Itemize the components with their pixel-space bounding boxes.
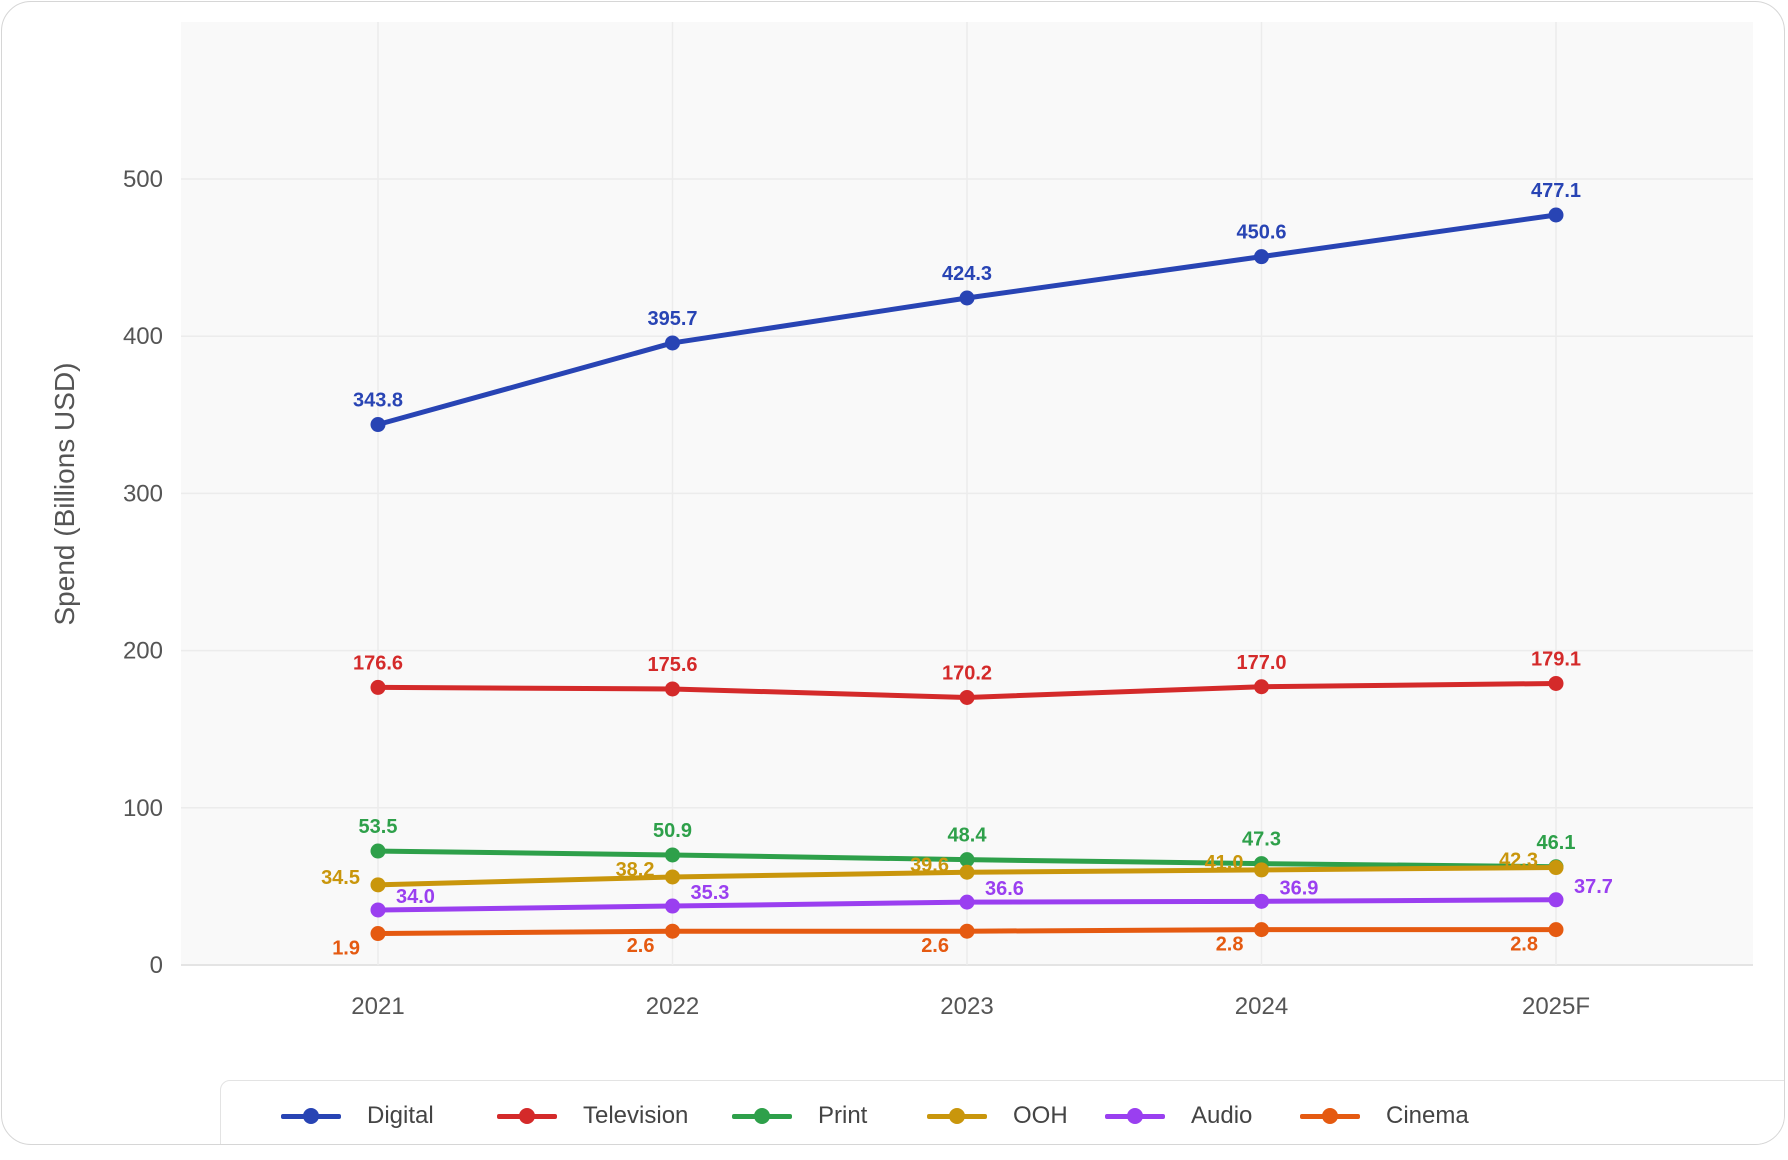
x-tick-label-2025f: 2025F [1522, 993, 1590, 1020]
data-point-ooh-2024 [1254, 862, 1269, 878]
legend: Digital Television Print OOH Audio Cinema [220, 1080, 1784, 1144]
data-label-audio-2021: 34.0 [396, 886, 435, 908]
data-point-television-2021 [370, 679, 386, 695]
data-label-digital-2024: 450.6 [1236, 222, 1286, 244]
legend-marker-audio [1127, 1108, 1143, 1124]
data-label-print-2023: 48.4 [948, 825, 988, 847]
legend-label-audio: Audio [1191, 1102, 1253, 1129]
data-label-cinema-2024: 2.8 [1216, 934, 1244, 956]
y-axis-title: Spend (Billions USD) [49, 363, 80, 626]
legend-item-digital[interactable]: Digital [281, 1101, 434, 1131]
data-label-print-2024: 47.3 [1242, 829, 1281, 851]
data-label-ooh-2025f: 42.3 [1499, 850, 1538, 872]
legend-item-television[interactable]: Television [497, 1101, 688, 1131]
x-tick-label-2021: 2021 [351, 993, 404, 1020]
x-tick-label-2024: 2024 [1235, 993, 1288, 1020]
data-label-print-2021: 53.5 [359, 816, 398, 838]
data-label-print-2022: 50.9 [653, 820, 692, 842]
legend-swatch-digital [281, 1101, 341, 1131]
legend-item-audio[interactable]: Audio [1105, 1101, 1252, 1131]
data-point-television-2025f [1548, 675, 1564, 691]
data-label-ooh-2024: 41.0 [1205, 852, 1244, 874]
legend-marker-digital [303, 1108, 319, 1124]
data-point-digital-2023 [959, 290, 975, 306]
data-point-television-2022 [665, 681, 680, 697]
data-point-digital-2025f [1548, 207, 1564, 223]
data-label-cinema-2021: 1.9 [332, 938, 360, 960]
y-tick-label-400: 400 [123, 323, 163, 350]
data-label-audio-2025f: 37.7 [1574, 876, 1613, 898]
legend-marker-cinema [1322, 1108, 1338, 1124]
data-point-audio-2022 [665, 898, 680, 914]
data-point-audio-2021 [370, 902, 386, 918]
legend-marker-television [519, 1108, 535, 1124]
data-point-digital-2021 [370, 417, 386, 433]
data-point-print-2022 [665, 847, 680, 863]
legend-swatch-print [732, 1101, 792, 1131]
legend-marker-ooh [949, 1108, 965, 1124]
legend-label-cinema: Cinema [1386, 1102, 1469, 1129]
data-point-audio-2024 [1254, 893, 1269, 909]
x-tick-label-2023: 2023 [940, 993, 993, 1020]
legend-swatch-cinema [1300, 1101, 1360, 1131]
data-label-print-2025f: 46.1 [1537, 832, 1576, 854]
data-label-television-2025f: 179.1 [1531, 648, 1581, 670]
legend-marker-print [754, 1108, 770, 1124]
data-point-cinema-2022 [665, 923, 680, 939]
data-point-television-2024 [1254, 679, 1269, 695]
data-label-digital-2021: 343.8 [353, 390, 403, 412]
legend-label-print: Print [818, 1102, 868, 1129]
data-point-ooh-2023 [959, 864, 975, 880]
data-point-print-2021 [370, 843, 386, 859]
data-label-audio-2023: 36.6 [985, 878, 1024, 900]
y-tick-label-100: 100 [123, 795, 163, 822]
y-tick-label-200: 200 [123, 638, 163, 665]
legend-item-ooh[interactable]: OOH [927, 1101, 1068, 1131]
data-label-cinema-2025f: 2.8 [1510, 934, 1538, 956]
data-label-digital-2025f: 477.1 [1531, 180, 1581, 202]
data-point-cinema-2025f [1548, 922, 1564, 938]
data-point-television-2023 [959, 689, 975, 705]
data-point-digital-2024 [1254, 249, 1269, 265]
data-label-television-2023: 170.2 [942, 662, 992, 684]
data-label-ooh-2023: 39.6 [910, 854, 949, 876]
legend-label-ooh: OOH [1013, 1102, 1068, 1129]
data-label-cinema-2022: 2.6 [627, 935, 655, 957]
data-point-ooh-2021 [370, 877, 386, 893]
data-point-cinema-2023 [959, 923, 975, 939]
legend-label-digital: Digital [367, 1102, 434, 1129]
data-label-digital-2022: 395.7 [647, 308, 697, 330]
data-point-digital-2022 [665, 335, 680, 351]
data-label-ooh-2021: 34.5 [321, 867, 360, 889]
legend-item-print[interactable]: Print [732, 1101, 867, 1131]
y-tick-label-0: 0 [150, 952, 163, 979]
legend-item-cinema[interactable]: Cinema [1300, 1101, 1469, 1131]
data-point-ooh-2025f [1548, 860, 1564, 876]
data-label-audio-2024: 36.9 [1280, 877, 1319, 899]
data-point-cinema-2021 [370, 926, 386, 942]
legend-swatch-audio [1105, 1101, 1165, 1131]
data-label-television-2024: 177.0 [1236, 652, 1286, 674]
x-tick-label-2022: 2022 [646, 993, 699, 1020]
legend-swatch-television [497, 1101, 557, 1131]
legend-label-television: Television [583, 1102, 689, 1129]
data-point-audio-2023 [959, 894, 975, 910]
data-label-digital-2023: 424.3 [942, 263, 992, 285]
legend-swatch-ooh [927, 1101, 987, 1131]
data-point-audio-2025f [1548, 892, 1564, 908]
data-label-ooh-2022: 38.2 [616, 859, 655, 881]
data-point-ooh-2022 [665, 869, 680, 885]
y-tick-label-300: 300 [123, 480, 163, 507]
data-label-audio-2022: 35.3 [691, 882, 730, 904]
data-point-cinema-2024 [1254, 922, 1269, 938]
data-point-print-2023 [959, 852, 975, 868]
data-label-television-2022: 175.6 [647, 654, 697, 676]
data-label-cinema-2023: 2.6 [921, 935, 949, 957]
y-tick-label-500: 500 [123, 166, 163, 193]
data-label-television-2021: 176.6 [353, 652, 403, 674]
